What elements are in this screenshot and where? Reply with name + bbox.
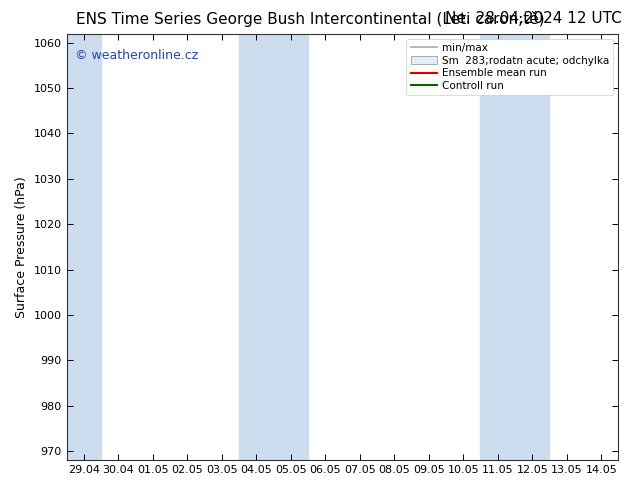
Text: ENS Time Series George Bush Intercontinental (Leti caron;tě): ENS Time Series George Bush Intercontine… bbox=[76, 11, 545, 27]
Text: © weatheronline.cz: © weatheronline.cz bbox=[75, 49, 198, 62]
Bar bbox=[67, 34, 101, 460]
Bar bbox=[239, 34, 308, 460]
Legend: min/max, Sm  283;rodatn acute; odchylka, Ensemble mean run, Controll run: min/max, Sm 283;rodatn acute; odchylka, … bbox=[406, 39, 613, 95]
Text: Ne. 28.04.2024 12 UTC: Ne. 28.04.2024 12 UTC bbox=[444, 11, 621, 26]
Bar bbox=[481, 34, 550, 460]
Y-axis label: Surface Pressure (hPa): Surface Pressure (hPa) bbox=[15, 176, 28, 318]
